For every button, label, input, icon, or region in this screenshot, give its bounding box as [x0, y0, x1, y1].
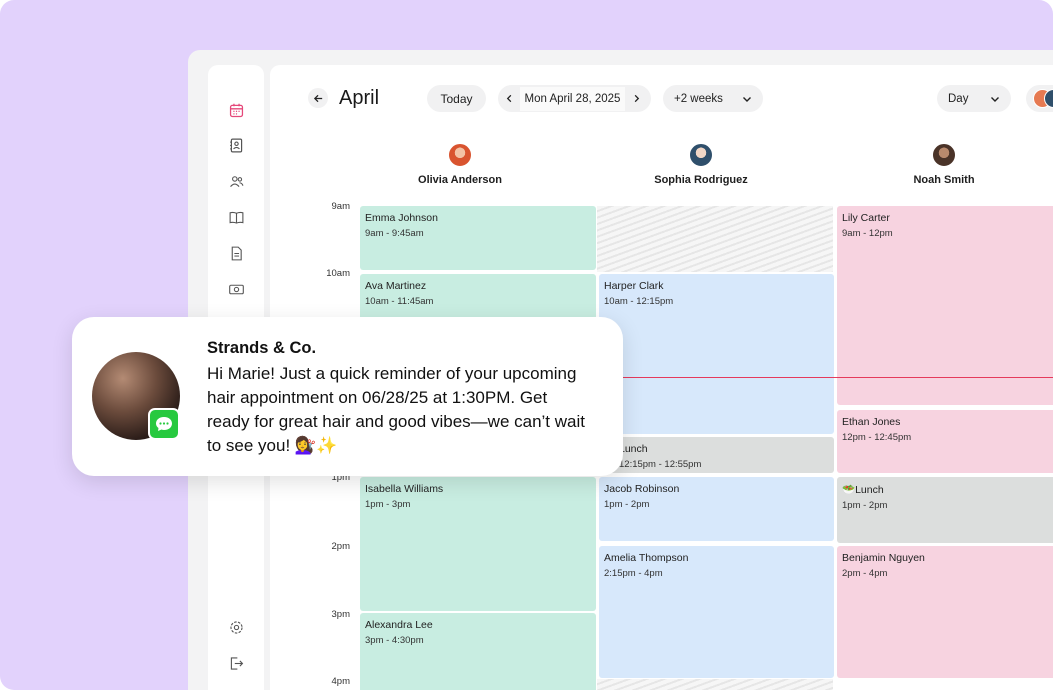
time-label: 9am	[331, 201, 350, 212]
unavailable-block	[597, 206, 833, 272]
calendar-icon[interactable]	[226, 100, 246, 120]
staff-name: Noah Smith	[913, 174, 975, 186]
staff-column-header[interactable]: Noah Smith	[825, 143, 1053, 186]
time-label: 2pm	[331, 541, 350, 552]
chevron-left-icon[interactable]	[498, 92, 520, 106]
time-label: 1pm	[331, 472, 350, 483]
page-title: April	[339, 87, 380, 109]
appointment-lunch[interactable]: Lunch 12:15pm - 12:55pm	[599, 437, 834, 473]
staff-column-header[interactable]: Olivia Anderson	[341, 143, 579, 186]
appointment-lunch[interactable]: 🥗Lunch 1pm - 2pm	[837, 477, 1053, 543]
current-time-indicator	[599, 377, 1053, 378]
appointment[interactable]: Lily Carter 9am - 12pm	[837, 206, 1053, 405]
range-select[interactable]: +2 weeks	[663, 85, 763, 112]
appointment[interactable]: Isabella Williams 1pm - 3pm	[360, 477, 596, 611]
appointment-time: 9am - 12pm	[842, 228, 893, 239]
chevron-down-icon	[991, 96, 999, 102]
appointment-client: Lily Carter	[842, 212, 890, 224]
view-select[interactable]: Day	[937, 85, 1011, 112]
staff-column-header[interactable]: Sophia Rodriguez	[582, 143, 820, 186]
appointment-client: Benjamin Nguyen	[842, 552, 925, 564]
appointment-time: 1pm - 2pm	[604, 499, 650, 510]
appointment-client: Emma Johnson	[365, 212, 438, 224]
date-navigator: Mon April 28, 2025	[498, 85, 651, 112]
current-date: Mon April 28, 2025	[520, 86, 625, 111]
staff-name: Sophia Rodriguez	[654, 174, 748, 186]
appointment[interactable]: Alexandra Lee 3pm - 4:30pm	[360, 613, 596, 690]
chevron-right-icon[interactable]	[625, 92, 647, 106]
avatar	[448, 143, 472, 167]
appointment-client: Harper Clark	[604, 280, 664, 292]
appointment-client: Alexandra Lee	[365, 619, 433, 631]
time-label: 3pm	[331, 609, 350, 620]
chat-bubble-icon	[156, 417, 172, 431]
appointment-time: 3pm - 4:30pm	[365, 635, 424, 646]
view-label: Day	[948, 92, 969, 105]
appointment-client: Ava Martinez	[365, 280, 427, 292]
back-button[interactable]	[308, 88, 328, 108]
appointment-time: 1pm - 3pm	[365, 499, 411, 510]
message-app-badge	[148, 408, 180, 440]
clients-icon[interactable]	[226, 171, 246, 191]
appointment-time: 10am - 12:15pm	[604, 296, 674, 307]
appointment-time: 9am - 9:45am	[365, 228, 424, 239]
chevron-down-icon	[743, 96, 751, 102]
logout-icon[interactable]	[226, 653, 246, 673]
appointment-client: Jacob Robinson	[604, 483, 680, 495]
appointment-time: 2pm - 4pm	[842, 568, 888, 579]
time-label: 4pm	[331, 676, 350, 687]
appointment[interactable]: Emma Johnson 9am - 9:45am	[360, 206, 596, 270]
sms-notification[interactable]: Strands & Co. Hi Marie! Just a quick rem…	[72, 317, 623, 476]
today-button[interactable]: Today	[427, 85, 486, 112]
appointment-client: Isabella Williams	[365, 483, 444, 495]
arrow-left-icon	[313, 94, 322, 102]
appointment[interactable]: Jacob Robinson 1pm - 2pm	[599, 477, 834, 541]
appointment-client: 🥗Lunch	[842, 484, 884, 496]
appointment-time: 2:15pm - 4pm	[604, 568, 663, 579]
settings-icon[interactable]	[226, 617, 246, 637]
document-icon[interactable]	[226, 243, 246, 263]
appointment-time: 12pm - 12:45pm	[842, 432, 912, 443]
unavailable-block	[597, 679, 833, 690]
range-label: +2 weeks	[674, 92, 723, 105]
appointment-client: Amelia Thompson	[604, 552, 689, 564]
notification-sender: Strands & Co.	[207, 339, 317, 357]
appointment[interactable]: Harper Clark 10am - 12:15pm	[599, 274, 834, 434]
staff-filter-button[interactable]	[1026, 85, 1053, 112]
appointment[interactable]: Ethan Jones 12pm - 12:45pm	[837, 410, 1053, 473]
appointment-time: 1pm - 2pm	[842, 500, 888, 511]
notification-message: Hi Marie! Just a quick reminder of your …	[207, 364, 585, 455]
appointment[interactable]: Benjamin Nguyen 2pm - 4pm	[837, 546, 1053, 678]
avatar	[689, 143, 713, 167]
appointment-client: Ethan Jones	[842, 416, 901, 428]
time-label: 10am	[326, 268, 350, 279]
book-icon[interactable]	[226, 207, 246, 227]
money-icon[interactable]	[226, 279, 246, 299]
staff-name: Olivia Anderson	[418, 174, 502, 186]
avatar	[932, 143, 956, 167]
appointment-time: 12:15pm - 12:55pm	[619, 459, 702, 470]
contacts-icon[interactable]	[226, 135, 246, 155]
appointment-client: Lunch	[619, 443, 648, 455]
appointment-time: 10am - 11:45am	[365, 296, 434, 307]
appointment[interactable]: Amelia Thompson 2:15pm - 4pm	[599, 546, 834, 678]
